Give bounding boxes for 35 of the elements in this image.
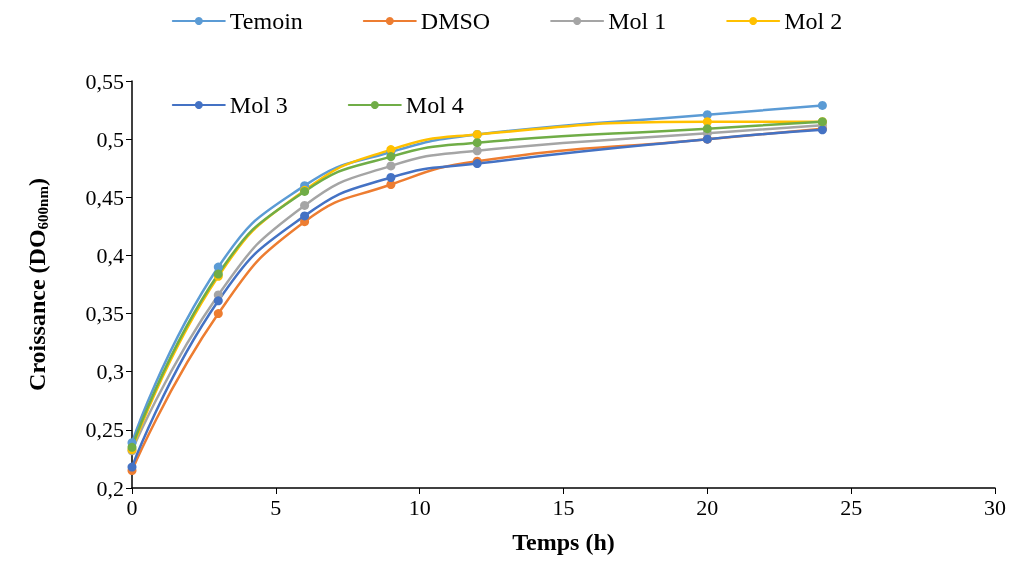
x-tick-label: 5 xyxy=(270,494,282,520)
legend-label: Temoin xyxy=(229,8,303,34)
point xyxy=(127,462,137,472)
legend-label: DMSO xyxy=(420,8,491,34)
point xyxy=(702,124,712,134)
x-tick-label: 30 xyxy=(984,494,1006,520)
y-tick-label: 0,45 xyxy=(85,184,124,210)
point xyxy=(213,296,223,306)
x-tick-label: 10 xyxy=(408,494,431,520)
point xyxy=(817,100,827,110)
legend-label: Mol 3 xyxy=(229,92,288,118)
point xyxy=(472,146,482,156)
y-tick-label: 0,3 xyxy=(96,359,124,385)
point xyxy=(300,200,310,210)
y-tick-label: 0,4 xyxy=(96,242,124,268)
x-tick-label: 15 xyxy=(552,494,575,520)
point xyxy=(300,211,310,221)
point xyxy=(213,309,223,319)
y-tick-label: 0,5 xyxy=(96,126,124,152)
y-tick-label: 0,25 xyxy=(85,417,124,443)
y-tick-label: 0,35 xyxy=(85,301,124,327)
point xyxy=(386,152,396,162)
point xyxy=(386,161,396,171)
legend-label: Mol 2 xyxy=(784,8,843,34)
point xyxy=(386,173,396,183)
legend-label: Mol 1 xyxy=(608,8,667,34)
y-tick-label: 0,2 xyxy=(96,475,124,501)
x-tick-label: 0 xyxy=(126,494,138,520)
legend-label: Mol 4 xyxy=(405,92,464,118)
y-tick-label: 0,55 xyxy=(85,68,124,94)
x-axis-title: Temps (h) xyxy=(512,529,615,555)
x-tick-label: 20 xyxy=(696,494,719,520)
x-tick-label: 25 xyxy=(840,494,863,520)
y-axis-title: Croissance (DO600nm) xyxy=(23,178,51,391)
point xyxy=(472,138,482,148)
